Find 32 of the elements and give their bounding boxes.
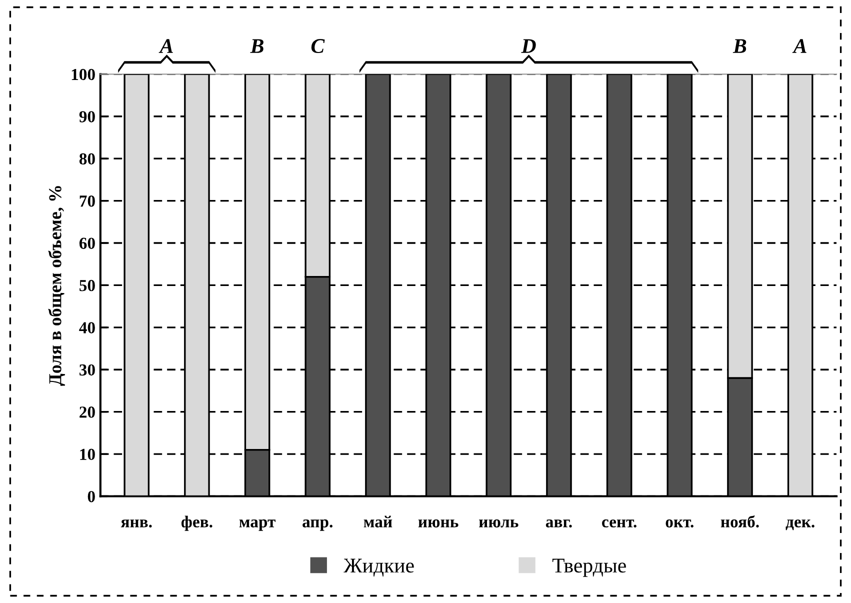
x-tick-label: сент.	[602, 519, 636, 528]
y-tick-label: 60	[79, 238, 95, 249]
text: D	[521, 39, 536, 53]
text: A	[792, 39, 806, 53]
x-tick-label: июль	[479, 519, 518, 528]
text: B	[250, 39, 264, 53]
y-tick-label: 100	[72, 68, 95, 80]
y-tick-label: 10	[80, 448, 95, 460]
x-tick-label: апр.	[302, 519, 332, 531]
x-tick-label: янв.	[120, 520, 152, 528]
legend-label: Жидкие	[344, 558, 414, 576]
x-tick-label: май	[364, 516, 392, 528]
y-tick-label: 80	[79, 153, 95, 165]
text: C	[311, 39, 325, 54]
x-tick-label: дек.	[786, 519, 814, 530]
y-tick-label: 20	[80, 406, 95, 418]
y-tick-label: 40	[79, 322, 95, 334]
x-tick-label: фев.	[181, 516, 212, 531]
x-tick-label: окт.	[666, 519, 694, 528]
text: B	[732, 39, 746, 53]
x-tick-label: авг.	[546, 519, 572, 528]
y-tick-label: 70	[80, 196, 95, 207]
x-tick-label: нояб.	[720, 515, 759, 528]
x-tick-label: июнь	[418, 519, 458, 528]
y-tick-label: 0	[88, 490, 95, 502]
y-tick-label: 30	[80, 364, 95, 376]
x-tick-label: март	[239, 519, 276, 531]
y-axis-title: Доля в общем объеме, %	[48, 186, 65, 386]
y-tick-label: 50	[80, 280, 95, 292]
text: A	[158, 39, 173, 53]
y-tick-label: 90	[79, 111, 95, 122]
legend-label: Твердые	[552, 558, 626, 577]
